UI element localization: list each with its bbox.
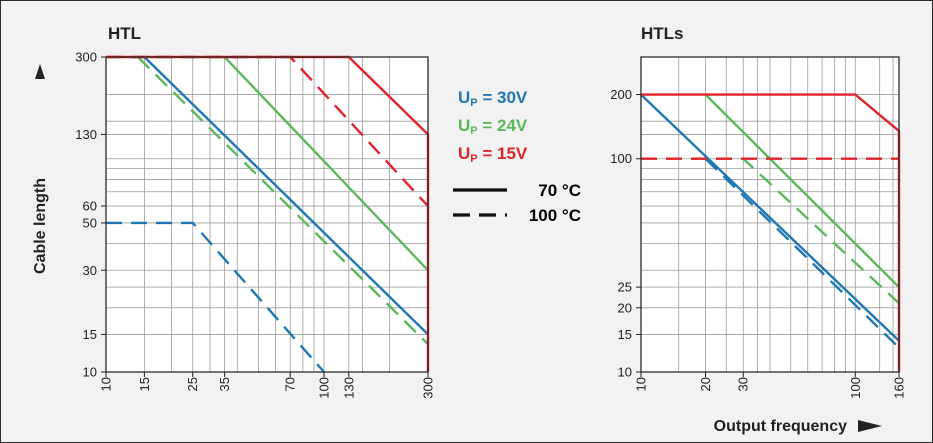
series-line-24v-70c: [223, 56, 429, 272]
x-tick-label: 130: [341, 377, 356, 399]
x-tick-label: 30: [736, 377, 751, 391]
x-tick-label: 100: [848, 377, 863, 399]
y-axis-label: Cable length: [32, 178, 49, 274]
legend-voltage-15v: UP = 15V: [458, 144, 528, 165]
y-tick-label: 100: [610, 151, 632, 166]
y-tick-label: 15: [83, 327, 97, 342]
legend-voltage-30v: UP = 30V: [458, 88, 528, 109]
y-axis-arrow-icon: [35, 64, 45, 79]
chart-title-htl: HTL: [108, 24, 141, 43]
x-tick-label: 300: [421, 377, 436, 399]
x-tick-label: 20: [698, 377, 713, 391]
y-tick-label: 130: [75, 127, 97, 142]
y-tick-label: 20: [618, 300, 632, 315]
x-tick-label: 100: [316, 377, 331, 399]
y-tick-label: 200: [610, 87, 632, 102]
legend: UP = 30V UP = 24V UP = 15V 70 °C 100 °C: [453, 88, 581, 225]
y-tick-label: 10: [618, 365, 632, 380]
grid-htl: [106, 57, 428, 372]
series-group-htls: [640, 93, 901, 372]
plot-area-htl: [106, 57, 428, 372]
y-tick-label: 50: [83, 215, 97, 230]
x-tick-label: 35: [217, 377, 232, 391]
series-line-30v-100c: [704, 157, 900, 349]
y-axis-label-group: Cable length: [32, 178, 49, 274]
series-line-30v-100c: [106, 221, 325, 373]
legend-temp-70: 70 °C: [538, 181, 581, 200]
y-ticks-htls: 200 100 25 20 15 10: [610, 87, 641, 380]
x-axis-arrow-icon: [858, 420, 882, 432]
y-tick-label: 15: [618, 327, 632, 342]
series-line-24v-100c: [137, 56, 429, 346]
x-tick-label: 160: [892, 377, 907, 399]
y-tick-label: 30: [83, 263, 97, 278]
series-line-24v-70c: [704, 93, 900, 288]
x-tick-label: 10: [634, 377, 649, 391]
x-axis-label: Output frequency: [714, 418, 847, 435]
legend-voltage-24v: UP = 24V: [458, 116, 528, 137]
chart-title-htls: HTLs: [641, 24, 684, 43]
x-ticks-htl: 10 15 25 35 70 100 130 300: [99, 372, 436, 399]
y-tick-label: 25: [618, 280, 632, 295]
x-ticks-htls: 10 20 30 100 160: [634, 372, 907, 399]
x-tick-label: 15: [137, 377, 152, 391]
series-line-30v-70c: [143, 56, 429, 336]
chart-htls: 10 20 30 100 160 200 100 25 20 15 10 HTLs: [610, 24, 906, 399]
y-tick-label: 60: [83, 199, 97, 214]
plot-border-htls: [640, 56, 900, 373]
x-tick-label: 10: [99, 377, 114, 391]
y-tick-label: 10: [83, 365, 97, 380]
y-tick-label: 300: [75, 50, 97, 65]
legend-temp-100: 100 °C: [529, 206, 581, 225]
x-tick-label: 25: [185, 377, 200, 391]
x-tick-label: 70: [283, 377, 298, 391]
plot-border-htl: [105, 56, 429, 373]
series-line-30v-70c: [640, 93, 900, 342]
